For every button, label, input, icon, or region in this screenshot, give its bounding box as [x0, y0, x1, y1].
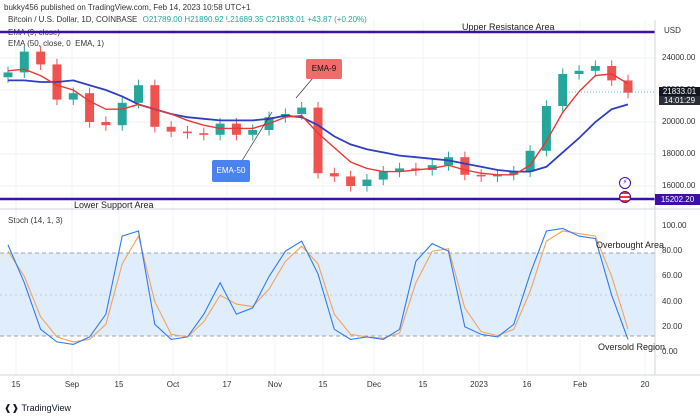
- candle-body: [558, 74, 568, 106]
- ema50-pointer: [239, 111, 273, 165]
- candle-body: [590, 66, 600, 71]
- symbol-name: Bitcoin / U.S. Dollar, 1D, COINBASE: [8, 15, 138, 24]
- candle-body: [427, 165, 437, 170]
- publisher-line: bukky456 published on TradingView.com, F…: [4, 3, 251, 12]
- candle-body: [215, 123, 225, 135]
- stoch-d-line: [7, 230, 629, 343]
- candle-body: [509, 171, 519, 175]
- ema50-line: [8, 79, 629, 173]
- stoch-tick-label: 100.00: [662, 221, 687, 230]
- candle-body: [574, 70, 584, 74]
- ema9-line: [7, 68, 629, 176]
- candle-body: [85, 93, 95, 122]
- time-tick-label: Oct: [166, 380, 180, 389]
- candle-body: [297, 107, 307, 114]
- stoch-tick-label: 40.00: [662, 296, 683, 306]
- candle-body: [19, 51, 29, 73]
- price-tick-label: 24000.00: [662, 53, 696, 62]
- stoch-tick-label: 80.00: [662, 246, 683, 256]
- price-tick-label: 18000.00: [662, 149, 696, 158]
- flash-icon[interactable]: ⚡: [619, 177, 631, 189]
- candle-body: [68, 93, 78, 100]
- stoch-tick-label: 60.00: [662, 271, 683, 281]
- candle-body: [329, 173, 339, 177]
- time-tick-label: 20: [640, 380, 650, 389]
- price-tick-label: 16000.00: [662, 181, 696, 190]
- overbought-label: Overbought Area: [596, 240, 665, 250]
- tradingview-logo-icon: ❰❱: [4, 403, 20, 413]
- time-tick-label: 2023: [470, 380, 488, 389]
- candle-body: [411, 168, 421, 170]
- tradingview-brand-label: TradingView: [21, 403, 71, 413]
- candle-body: [166, 126, 176, 132]
- candle-body: [541, 106, 551, 151]
- candle-body: [134, 85, 144, 103]
- candle-body: [248, 130, 258, 135]
- candle-body: [150, 85, 160, 127]
- last-price-label: 21833.01: [659, 87, 700, 96]
- stoch-tick-label: 0.00: [662, 347, 678, 356]
- time-tick-label: Dec: [366, 380, 382, 389]
- stoch-k-line: [7, 227, 629, 345]
- candle-body: [525, 150, 535, 172]
- price-axis-currency: USD: [664, 26, 681, 35]
- candle-body: [395, 168, 405, 172]
- candle-body: [607, 66, 617, 81]
- support-price-label: 15202.20: [655, 194, 700, 205]
- candle-body: [36, 51, 46, 65]
- candle-body: [346, 176, 356, 186]
- candle-body: [460, 157, 470, 175]
- stoch-tick-label: 20.00: [662, 321, 683, 331]
- lower-support-label: Lower Support Area: [74, 200, 154, 210]
- time-tick-label: 15: [318, 380, 328, 389]
- time-tick-label: Feb: [573, 380, 587, 389]
- candle-body: [476, 174, 486, 177]
- oversold-label: Oversold Region: [598, 342, 666, 352]
- candle-countdown-label: 14:01:29: [659, 96, 700, 105]
- time-tick-label: Sep: [64, 380, 80, 389]
- ema9-callout: EMA-9: [306, 59, 342, 79]
- candle-body: [313, 107, 323, 174]
- legend-stoch: Stoch (14, 1, 3): [8, 216, 63, 225]
- time-tick-label: Nov: [267, 380, 283, 389]
- candle-body: [378, 171, 388, 180]
- time-tick-label: 15: [11, 380, 21, 389]
- symbol-info: Bitcoin / U.S. Dollar, 1D, COINBASE O217…: [8, 15, 367, 24]
- candle-body: [199, 133, 209, 135]
- candle-body: [231, 123, 241, 135]
- candle-body: [362, 179, 372, 186]
- price-tick-label: 20000.00: [662, 117, 696, 126]
- time-tick-label: 16: [522, 380, 532, 389]
- time-tick-label: 15: [418, 380, 428, 389]
- legend-ema50: EMA (50, close, 0, EMA, 1): [8, 39, 105, 48]
- tradingview-brand[interactable]: ❰❱ TradingView: [4, 403, 71, 414]
- candle-body: [492, 174, 502, 177]
- ohlc-values: O21789.00 H21890.92 L21689.35 C21833.01 …: [142, 15, 367, 24]
- time-tick-label: 15: [114, 380, 124, 389]
- time-tick-label: 17: [222, 380, 232, 389]
- candle-body: [623, 80, 633, 93]
- us-flag-icon: [619, 191, 631, 203]
- candle-body: [3, 72, 13, 78]
- candle-body: [182, 131, 192, 134]
- candle-body: [101, 122, 111, 126]
- candle-body: [117, 102, 127, 126]
- upper-resistance-label: Upper Resistance Area: [462, 22, 555, 32]
- ema50-callout: EMA-50: [212, 160, 250, 182]
